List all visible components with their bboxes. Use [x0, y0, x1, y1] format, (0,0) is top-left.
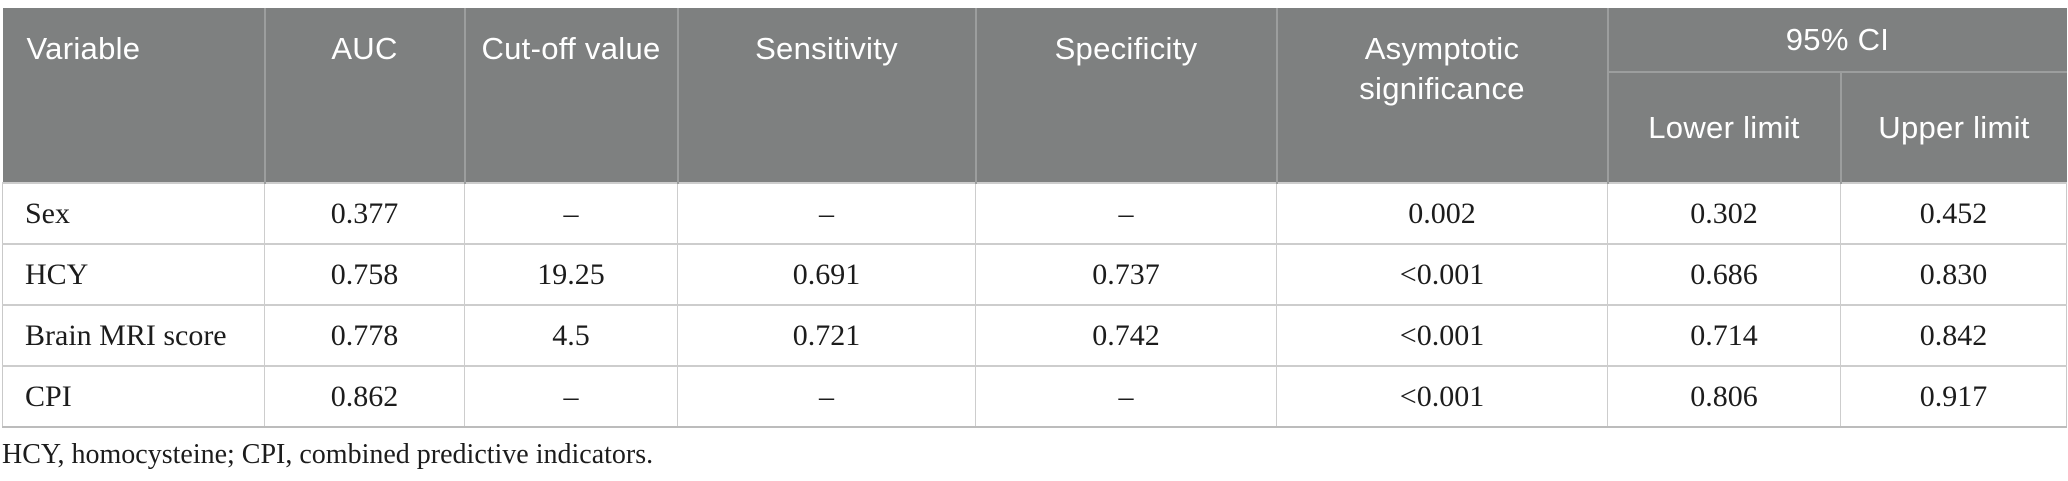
table-cell: 0.742 — [975, 304, 1277, 366]
table-cell: – — [975, 365, 1277, 428]
table-cell: Brain MRI score — [2, 304, 265, 366]
col-header-ci-upper-limit: Upper limit — [1839, 72, 2067, 183]
table-cell: CPI — [2, 365, 265, 428]
table-row-hcy: HCY 0.758 19.25 0.691 0.737 <0.001 0.686… — [2, 243, 2067, 305]
table-cell: 0.778 — [264, 304, 465, 366]
table-cell: 0.686 — [1607, 243, 1841, 305]
table-cell: 0.737 — [975, 243, 1277, 305]
table-cell: 0.377 — [264, 182, 465, 244]
roc-analysis-table: Variable AUC Cut-off value Sensitivity S… — [2, 8, 2067, 428]
header-row-ci-sub: Lower limit Upper limit — [3, 72, 2067, 183]
table-cell: 0.917 — [1840, 365, 2067, 428]
table-row-brain-mri-score: Brain MRI score 0.778 4.5 0.721 0.742 <0… — [2, 304, 2067, 366]
table-cell: HCY — [2, 243, 265, 305]
table-cell: 0.714 — [1607, 304, 1841, 366]
col-header-variable: Variable — [2, 8, 265, 183]
table-cell: <0.001 — [1276, 365, 1608, 428]
col-header-auc: AUC — [263, 8, 465, 183]
col-header-cutoff-value: Cut-off value — [463, 8, 678, 183]
table-cell: 0.806 — [1607, 365, 1841, 428]
header-row-main: Variable AUC Cut-off value Sensitivity S… — [2, 8, 2067, 183]
table-cell: 4.5 — [464, 304, 678, 366]
table-cell: 0.691 — [677, 243, 976, 305]
table-body: Sex 0.377 – – – 0.002 0.302 0.452 HCY 0.… — [2, 182, 2067, 428]
table-cell: – — [677, 182, 976, 244]
col-header-specificity: Specificity — [974, 8, 1277, 183]
table-row-cpi: CPI 0.862 – – – <0.001 0.806 0.917 — [2, 365, 2067, 428]
table-cell: Sex — [2, 182, 265, 244]
table-cell: <0.001 — [1276, 304, 1608, 366]
col-header-95ci-group: 95% CI — [1606, 8, 2067, 73]
table-footnote: HCY, homocysteine; CPI, combined predict… — [2, 439, 654, 470]
table-cell: 0.302 — [1607, 182, 1841, 244]
table-cell: 0.842 — [1840, 304, 2067, 366]
table-cell: 0.002 — [1276, 182, 1608, 244]
table-cell: – — [975, 182, 1277, 244]
table-header: Variable AUC Cut-off value Sensitivity S… — [2, 8, 2067, 183]
table-cell: – — [464, 182, 678, 244]
table-cell: – — [464, 365, 678, 428]
table-cell: 0.452 — [1840, 182, 2067, 244]
table-row-sex: Sex 0.377 – – – 0.002 0.302 0.452 — [2, 182, 2067, 244]
table-cell: 0.721 — [677, 304, 976, 366]
col-header-ci-lower-limit: Lower limit — [1606, 72, 1841, 183]
table-cell: 19.25 — [464, 243, 678, 305]
table-cell: – — [677, 365, 976, 428]
col-header-sensitivity: Sensitivity — [676, 8, 976, 183]
table-cell: <0.001 — [1276, 243, 1608, 305]
table-cell: 0.862 — [264, 365, 465, 428]
col-header-asymptotic-significance: Asymptotic significance — [1275, 8, 1608, 183]
table-cell: 0.830 — [1840, 243, 2067, 305]
table-cell: 0.758 — [264, 243, 465, 305]
